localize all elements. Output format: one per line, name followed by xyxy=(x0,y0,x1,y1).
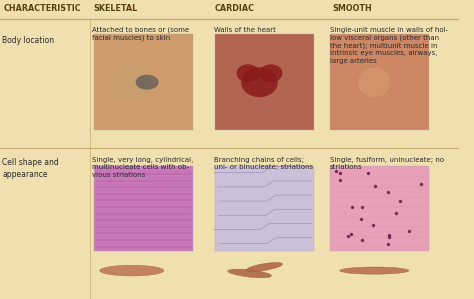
Ellipse shape xyxy=(237,64,259,82)
Ellipse shape xyxy=(241,67,278,97)
Ellipse shape xyxy=(246,263,283,271)
Text: Single-unit muscle in walls of hol-
low visceral organs (other than
the heart); : Single-unit muscle in walls of hol- low … xyxy=(330,27,448,64)
Bar xyxy=(0,0,459,148)
Text: Single, very long, cylindrical,
multinucleate cells with ob-
vious striations: Single, very long, cylindrical, multinuc… xyxy=(92,157,193,178)
Ellipse shape xyxy=(358,67,391,97)
Text: SMOOTH: SMOOTH xyxy=(332,4,372,13)
Ellipse shape xyxy=(340,267,409,274)
Text: Walls of the heart: Walls of the heart xyxy=(214,27,275,33)
Ellipse shape xyxy=(100,265,164,276)
Text: CARDIAC: CARDIAC xyxy=(215,4,255,13)
FancyBboxPatch shape xyxy=(113,64,145,97)
Bar xyxy=(330,166,428,251)
Text: Cell shape and
appearance: Cell shape and appearance xyxy=(2,158,59,179)
Circle shape xyxy=(136,75,159,90)
Text: CHARACTERISTIC: CHARACTERISTIC xyxy=(4,4,82,13)
Bar xyxy=(94,34,193,130)
Text: Branching chains of cells;
uni- or binucleate; striations: Branching chains of cells; uni- or binuc… xyxy=(214,157,313,170)
Bar xyxy=(215,166,314,251)
Bar xyxy=(330,34,428,130)
Bar xyxy=(94,166,193,251)
Text: Body location: Body location xyxy=(2,36,55,45)
Text: SKELETAL: SKELETAL xyxy=(93,4,137,13)
Bar xyxy=(215,34,314,130)
Text: Attached to bones or (some
facial muscles) to skin: Attached to bones or (some facial muscle… xyxy=(92,27,189,41)
Text: Single, fusiform, uninucleate; no
striations: Single, fusiform, uninucleate; no striat… xyxy=(330,157,444,170)
Ellipse shape xyxy=(259,64,283,82)
Ellipse shape xyxy=(228,269,272,278)
